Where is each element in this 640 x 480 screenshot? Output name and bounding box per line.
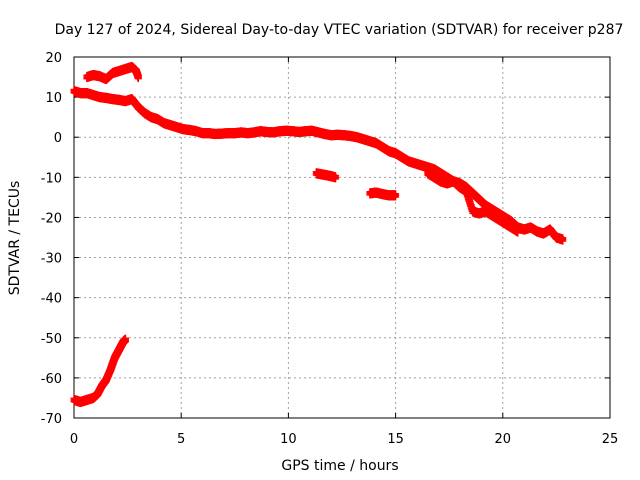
x-tick-label: 20: [495, 432, 512, 447]
chart-title: Day 127 of 2024, Sidereal Day-to-day VTE…: [55, 22, 624, 38]
y-tick-label: -40: [41, 292, 62, 307]
data-point: [121, 337, 129, 345]
grid: [74, 57, 610, 418]
series-5: [70, 334, 129, 408]
y-tick-labels: 20 10 0 -10 -20 -30 -40 -50 -60 -70: [41, 51, 62, 427]
y-tick-label: 20: [45, 51, 62, 66]
x-axis-label: GPS time / hours: [281, 458, 398, 474]
y-tick-label: -20: [41, 211, 62, 226]
data-point: [332, 175, 340, 183]
y-tick-label: 0: [54, 131, 62, 146]
x-tick-labels: 0 5 10 15 20 25: [70, 432, 618, 447]
y-axis-label: SDTVAR / TECUs: [7, 181, 23, 296]
data-point: [514, 229, 522, 237]
data-point: [392, 193, 400, 201]
x-tick-label: 5: [177, 432, 185, 447]
x-tick-label: 25: [602, 432, 619, 447]
tick-marks: [73, 56, 611, 419]
series-2: [424, 168, 522, 237]
y-tick-label: -10: [41, 171, 62, 186]
data-point: [559, 237, 567, 245]
y-tick-label: 10: [45, 91, 62, 106]
data-points: [70, 61, 567, 408]
y-tick-label: -50: [41, 332, 62, 347]
data-point: [134, 75, 142, 83]
x-tick-label: 15: [387, 432, 404, 447]
series-0: [70, 85, 567, 245]
series-1: [83, 61, 142, 85]
y-tick-label: -60: [41, 372, 62, 387]
plot-frame: [73, 56, 611, 419]
y-tick-label: -70: [41, 412, 62, 427]
x-tick-label: 0: [70, 432, 78, 447]
series-4: [366, 187, 400, 201]
y-tick-label: -30: [41, 252, 62, 267]
series-3: [312, 168, 340, 183]
x-tick-label: 10: [280, 432, 297, 447]
